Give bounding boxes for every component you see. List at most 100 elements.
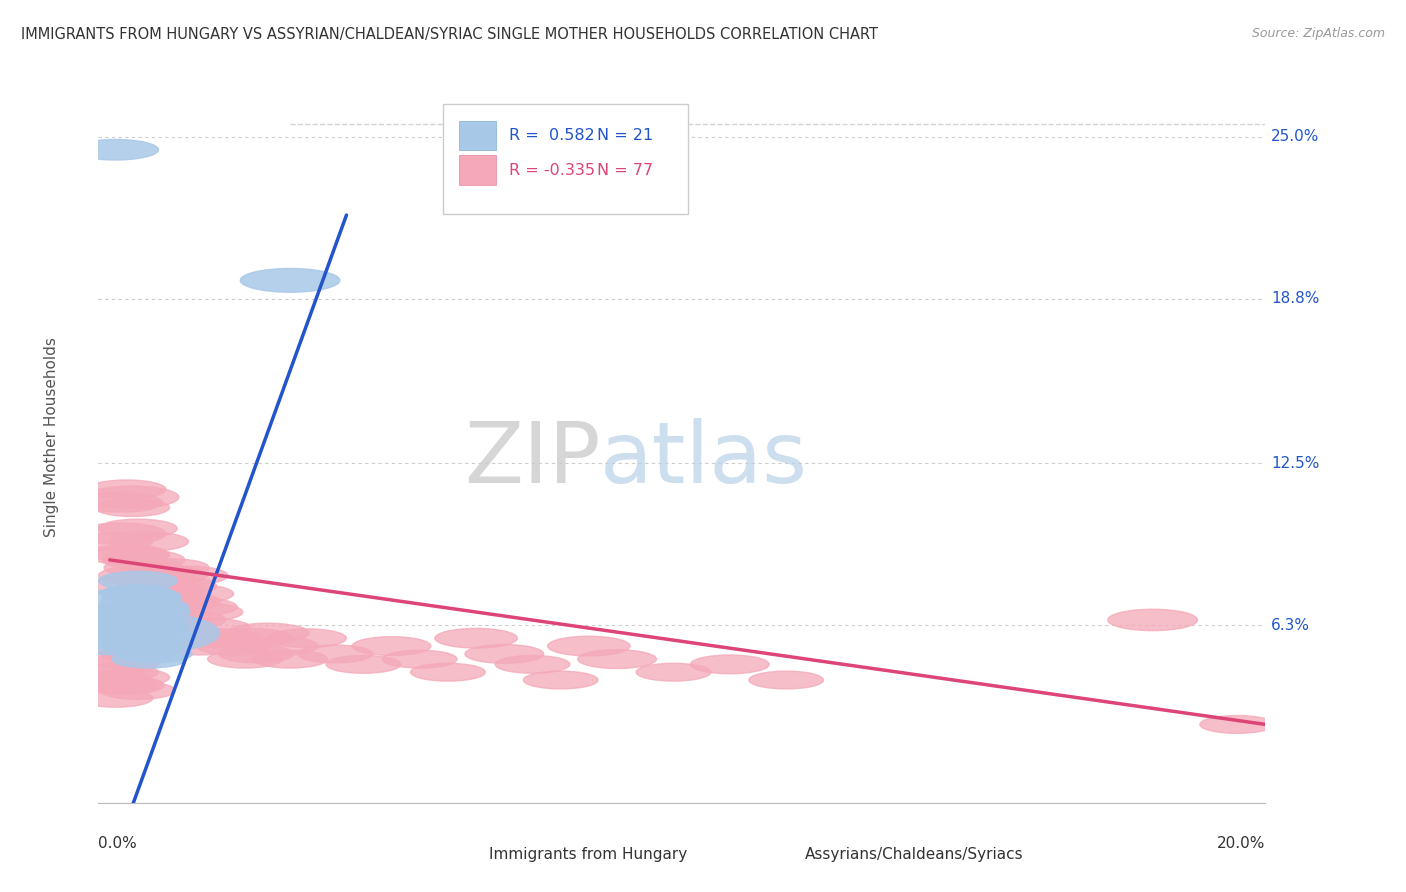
Text: Single Mother Households: Single Mother Households — [44, 337, 59, 537]
Text: R = -0.335: R = -0.335 — [509, 162, 595, 178]
Ellipse shape — [1108, 609, 1198, 631]
Ellipse shape — [101, 593, 176, 610]
Ellipse shape — [547, 636, 630, 656]
Ellipse shape — [83, 603, 159, 621]
Ellipse shape — [239, 637, 318, 656]
Ellipse shape — [72, 139, 159, 160]
Ellipse shape — [84, 588, 180, 610]
Ellipse shape — [135, 558, 209, 576]
Ellipse shape — [96, 630, 170, 647]
Ellipse shape — [163, 637, 238, 655]
Ellipse shape — [93, 603, 172, 622]
Ellipse shape — [1199, 715, 1275, 733]
Text: IMMIGRANTS FROM HUNGARY VS ASSYRIAN/CHALDEAN/SYRIAC SINGLE MOTHER HOUSEHOLDS COR: IMMIGRANTS FROM HUNGARY VS ASSYRIAN/CHAL… — [21, 27, 879, 42]
Ellipse shape — [96, 499, 170, 516]
Text: 0.0%: 0.0% — [98, 836, 138, 851]
Text: 6.3%: 6.3% — [1271, 617, 1310, 632]
Text: Immigrants from Hungary: Immigrants from Hungary — [489, 847, 688, 862]
Ellipse shape — [96, 630, 170, 647]
Ellipse shape — [77, 671, 153, 689]
Ellipse shape — [101, 681, 176, 699]
Text: 18.8%: 18.8% — [1271, 291, 1319, 306]
Ellipse shape — [157, 630, 232, 647]
Text: atlas: atlas — [600, 417, 808, 500]
Text: 25.0%: 25.0% — [1271, 129, 1319, 145]
Ellipse shape — [107, 624, 181, 642]
Ellipse shape — [98, 572, 177, 591]
Ellipse shape — [83, 656, 159, 673]
Ellipse shape — [97, 601, 190, 624]
Ellipse shape — [267, 629, 346, 648]
Ellipse shape — [495, 656, 569, 673]
Ellipse shape — [115, 572, 194, 591]
Ellipse shape — [77, 690, 153, 707]
Text: R =  0.582: R = 0.582 — [509, 128, 595, 144]
Ellipse shape — [155, 584, 233, 603]
Ellipse shape — [101, 585, 176, 603]
Ellipse shape — [523, 671, 598, 689]
Ellipse shape — [636, 664, 711, 681]
Ellipse shape — [146, 593, 221, 610]
Ellipse shape — [98, 519, 177, 538]
FancyBboxPatch shape — [443, 104, 688, 214]
Ellipse shape — [104, 558, 183, 577]
Ellipse shape — [103, 636, 184, 656]
Ellipse shape — [326, 656, 401, 673]
Text: N = 21: N = 21 — [596, 128, 652, 144]
Ellipse shape — [108, 624, 179, 641]
Ellipse shape — [89, 676, 165, 694]
Ellipse shape — [86, 545, 167, 565]
Ellipse shape — [87, 480, 166, 499]
Ellipse shape — [112, 650, 187, 668]
Ellipse shape — [209, 628, 292, 648]
Text: ZIP: ZIP — [464, 417, 600, 500]
Text: Source: ZipAtlas.com: Source: ZipAtlas.com — [1251, 27, 1385, 40]
Ellipse shape — [434, 628, 517, 648]
Ellipse shape — [298, 645, 373, 663]
Ellipse shape — [465, 645, 544, 664]
Ellipse shape — [118, 577, 193, 595]
Ellipse shape — [103, 550, 184, 570]
Ellipse shape — [77, 637, 153, 655]
Ellipse shape — [163, 598, 238, 615]
Ellipse shape — [411, 664, 485, 681]
Text: 20.0%: 20.0% — [1218, 836, 1265, 851]
Ellipse shape — [183, 629, 262, 648]
Ellipse shape — [86, 576, 167, 596]
Ellipse shape — [219, 645, 294, 663]
Text: N = 77: N = 77 — [596, 162, 652, 178]
Ellipse shape — [169, 603, 243, 621]
Ellipse shape — [107, 611, 181, 629]
Ellipse shape — [96, 546, 170, 564]
Ellipse shape — [89, 650, 165, 668]
Ellipse shape — [110, 618, 188, 637]
Ellipse shape — [77, 533, 153, 550]
Ellipse shape — [112, 603, 187, 621]
Ellipse shape — [96, 668, 170, 686]
Ellipse shape — [118, 645, 193, 663]
Ellipse shape — [690, 655, 769, 673]
Ellipse shape — [107, 588, 181, 606]
Ellipse shape — [578, 649, 657, 668]
Ellipse shape — [101, 585, 176, 603]
Ellipse shape — [124, 593, 198, 610]
Ellipse shape — [146, 624, 221, 642]
Ellipse shape — [118, 627, 193, 645]
Ellipse shape — [124, 572, 198, 590]
Ellipse shape — [91, 610, 173, 630]
Ellipse shape — [77, 628, 165, 648]
Ellipse shape — [197, 637, 271, 655]
Ellipse shape — [110, 533, 188, 551]
FancyBboxPatch shape — [762, 842, 800, 868]
Ellipse shape — [226, 624, 309, 643]
Ellipse shape — [110, 598, 188, 616]
Ellipse shape — [749, 671, 824, 689]
Ellipse shape — [89, 619, 165, 637]
Ellipse shape — [208, 650, 283, 668]
Ellipse shape — [34, 611, 219, 656]
Ellipse shape — [98, 566, 177, 585]
Ellipse shape — [76, 523, 166, 544]
Ellipse shape — [353, 637, 430, 656]
Ellipse shape — [127, 582, 205, 600]
Ellipse shape — [138, 576, 217, 595]
